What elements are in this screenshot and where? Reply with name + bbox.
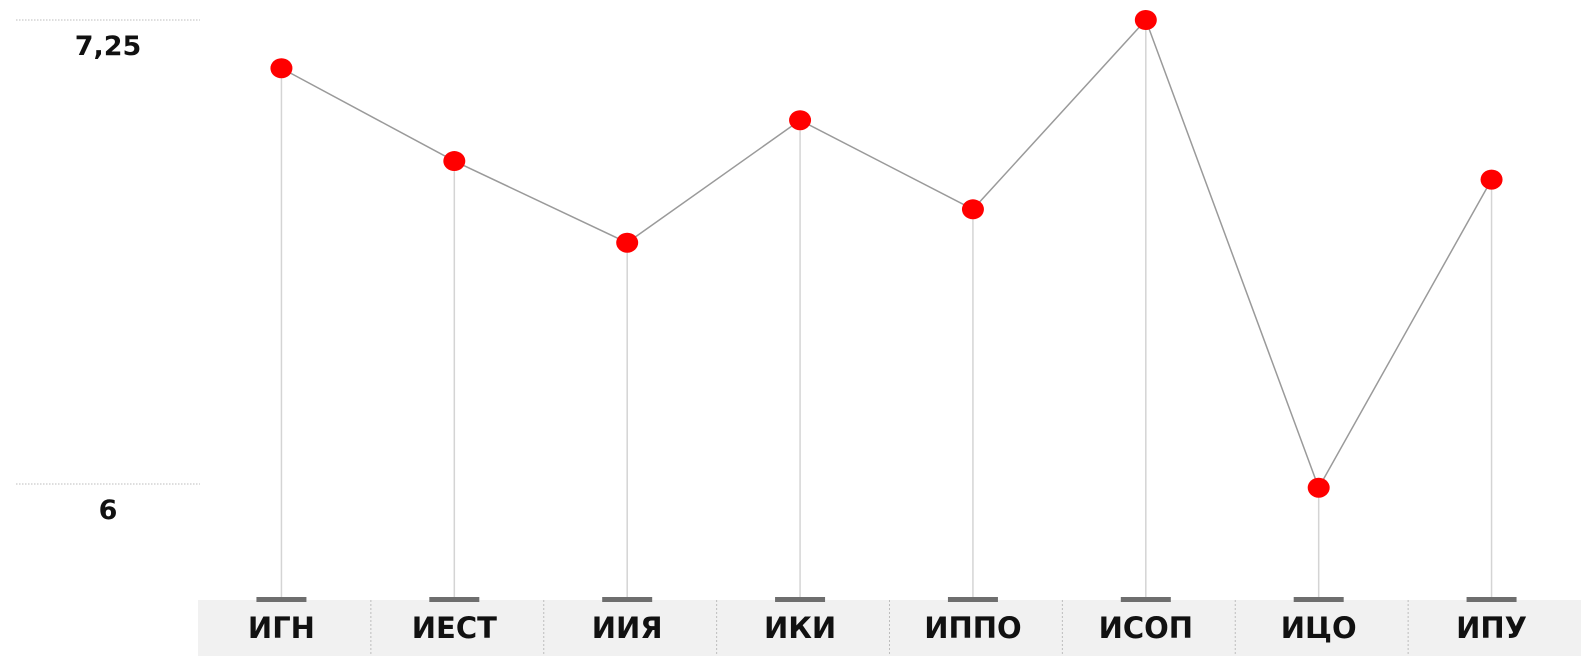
- category-band-group: [198, 600, 1581, 656]
- y-axis: 7,25 6: [16, 19, 200, 526]
- stems-group: [256, 20, 1517, 602]
- y-tick-label: 6: [99, 495, 118, 526]
- data-point: [1307, 477, 1330, 498]
- data-point: [1134, 10, 1157, 30]
- data-point: [616, 232, 639, 253]
- x-tick-label: ИСОП: [1099, 611, 1193, 645]
- x-tick-label: ИППО: [924, 611, 1021, 645]
- y-tick-label: 7,25: [75, 31, 142, 62]
- x-tick-label: ИИЯ: [592, 611, 663, 645]
- x-tick-label: ИКИ: [764, 611, 836, 645]
- x-tick-label: ИЦО: [1281, 611, 1357, 645]
- data-point: [961, 199, 984, 220]
- x-tick-label: ИЕСТ: [412, 611, 497, 645]
- data-point: [789, 110, 812, 131]
- series-line-group: [281, 18, 1493, 490]
- x-tick-label: ИПУ: [1456, 611, 1527, 645]
- stem-base-mark: [256, 597, 307, 602]
- stem-base-mark: [1466, 597, 1517, 602]
- stem-base-mark: [1120, 597, 1171, 602]
- x-axis-labels: ИГН ИЕСТ ИИЯ ИКИ ИППО ИСОП ИЦО ИПУ: [248, 611, 1527, 645]
- stem-base-mark: [775, 597, 826, 602]
- stem-base-mark: [602, 597, 653, 602]
- points-group: [270, 10, 1503, 498]
- series-line: [281, 18, 1493, 490]
- data-point: [270, 58, 293, 79]
- data-point: [1480, 169, 1503, 190]
- stem-base-mark: [1293, 597, 1344, 602]
- stem-base-mark: [429, 597, 480, 602]
- stem-base-mark: [947, 597, 998, 602]
- x-tick-label: ИГН: [248, 611, 315, 645]
- data-point: [443, 151, 466, 172]
